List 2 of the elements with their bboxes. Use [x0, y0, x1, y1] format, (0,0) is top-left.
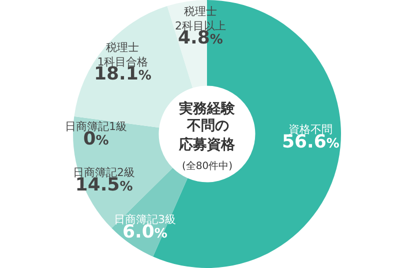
text: 実務経験不問の応募資格	[178, 100, 236, 153]
text: (全80件中)	[182, 160, 233, 172]
